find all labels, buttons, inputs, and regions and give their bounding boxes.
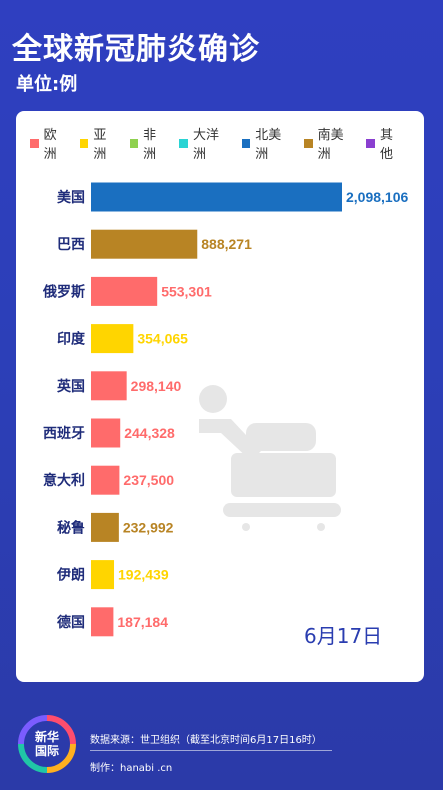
value-label: 244,328 [124,425,175,441]
date-label: 6月17日 [304,624,383,648]
category-label: 秘鲁 [57,519,85,536]
legend-label: 北美洲 [255,128,282,162]
bar [91,512,119,542]
data-source: 数据来源：世卫组织（截至北京时间6月17日16时） [90,735,322,746]
legend-swatch [79,138,89,148]
category-label: 印度 [57,331,86,348]
value-label: 354,065 [137,331,188,347]
logo-text: 新华 国际 [18,715,76,773]
legend-label: 欧洲 [43,128,57,162]
value-label: 553,301 [161,283,212,299]
xinhua-logo: 新华 国际 [18,715,76,773]
bar [91,324,134,354]
legend-label: 亚洲 [93,128,107,162]
bar [91,560,115,590]
legend-item: 南美洲 [303,124,355,162]
logo-line2: 国际 [34,744,59,758]
legend-swatch [129,138,139,148]
value-label: 232,992 [123,519,174,535]
chart-title: 全球新冠肺炎确诊 [12,32,260,67]
legend-label: 南美洲 [317,128,344,162]
legend-swatch [30,138,39,148]
value-label: 187,184 [117,614,168,630]
bar [91,371,127,401]
legend-swatch [179,138,188,148]
watermark-icon [199,385,341,531]
legend: 欧洲 亚洲 非洲 大洋洲 北美洲 南美洲 其他 [30,128,416,162]
legend-item: 其他 [366,124,405,162]
bar [91,607,114,637]
legend-item: 欧洲 [30,124,69,162]
value-label: 237,500 [123,472,174,488]
category-label: 意大利 [43,472,85,489]
category-label: 德国 [57,614,85,631]
category-label: 巴西 [57,237,85,253]
bar [91,465,120,495]
footer-divider [90,750,332,751]
category-label: 美国 [57,189,85,206]
legend-swatch [241,138,251,148]
chart-card: 欧洲 亚洲 非洲 大洋洲 北美洲 南美洲 其他 美国 2,098,106 巴西 888,271 俄罗… [16,111,424,682]
category-label: 俄罗斯 [42,283,85,300]
bar [91,418,121,448]
logo-ring-icon [18,715,76,773]
legend-swatch [303,138,313,148]
category-label: 伊朗 [56,567,85,584]
unit-label: 单位:例 [16,74,78,95]
bar [91,229,198,259]
bar [91,276,158,306]
legend-swatch [366,138,375,148]
value-label: 2,098,106 [346,189,408,205]
credit-line: 制作：hanabi .cn [90,763,173,774]
legend-item: 大洋洲 [179,124,230,162]
legend-label: 非洲 [143,128,157,162]
bar [91,182,342,212]
legend-item: 亚洲 [79,124,119,162]
bar-chart: 美国 2,098,106 巴西 888,271 俄罗斯 553,301 印度 354,065 英… [42,182,408,637]
legend-item: 北美洲 [241,124,293,162]
legend-label: 其他 [379,128,393,162]
value-label: 298,140 [131,378,182,394]
value-label: 888,271 [201,236,252,252]
value-label: 192,439 [118,567,169,583]
category-label: 西班牙 [43,425,85,442]
category-label: 英国 [56,378,85,395]
legend-item: 非洲 [129,124,169,162]
legend-label: 大洋洲 [192,128,219,162]
logo-line1: 新华 [34,730,59,744]
